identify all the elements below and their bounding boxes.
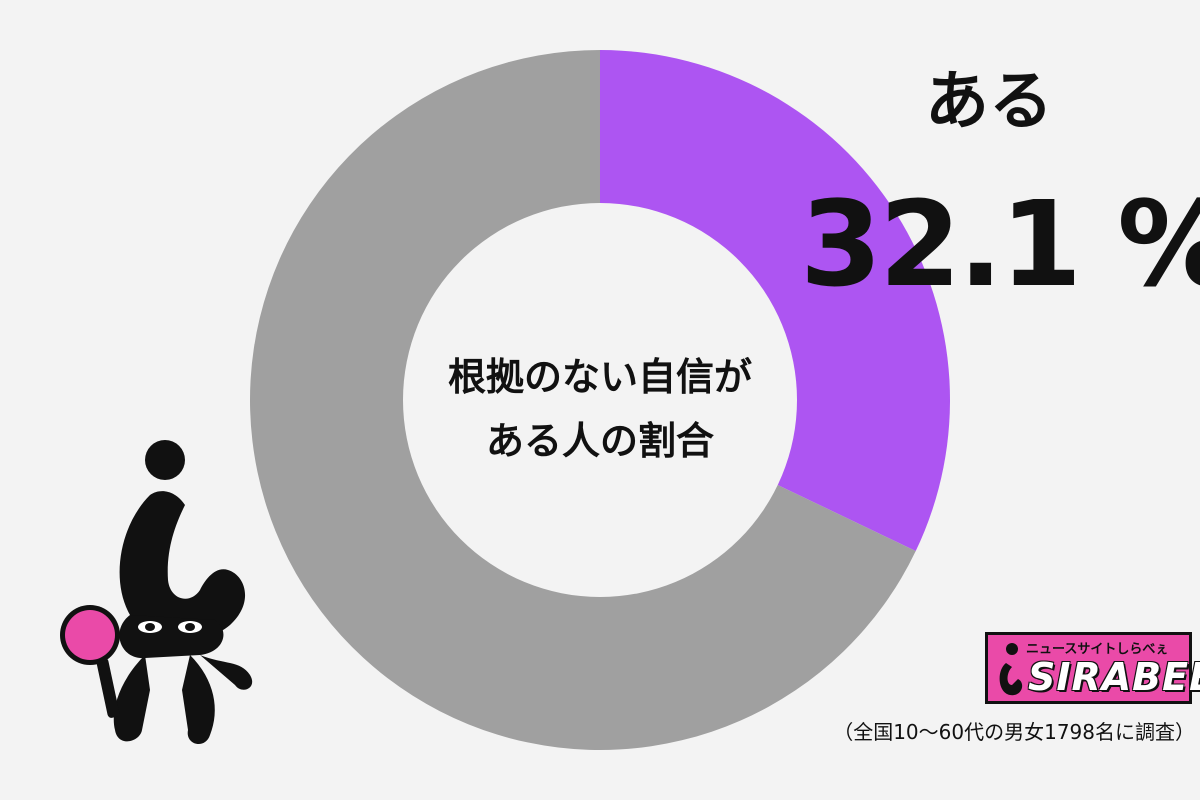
slice-label-aru: ある	[925, 65, 1053, 139]
survey-note: （全国10〜60代の男女1798名に調査）	[833, 720, 1195, 744]
chart-title-line-1: 根拠のない自信が	[447, 355, 752, 399]
logo-tagline: ニュースサイトしらべぇ	[1026, 642, 1169, 657]
donut-hole	[403, 203, 797, 597]
mascot-icon	[60, 440, 253, 745]
chart-title: 根拠のない自信が ある人の割合	[400, 345, 800, 473]
slice-value-label: 32.1 %	[800, 175, 1200, 313]
sirabee-logo: ニュースサイトしらべぇ SIRABEE	[985, 632, 1200, 704]
chart-title-line-2: ある人の割合	[485, 419, 714, 463]
sirabee-logo-mark-icon	[999, 643, 1023, 696]
logo-name: SIRABEE	[1028, 655, 1200, 699]
